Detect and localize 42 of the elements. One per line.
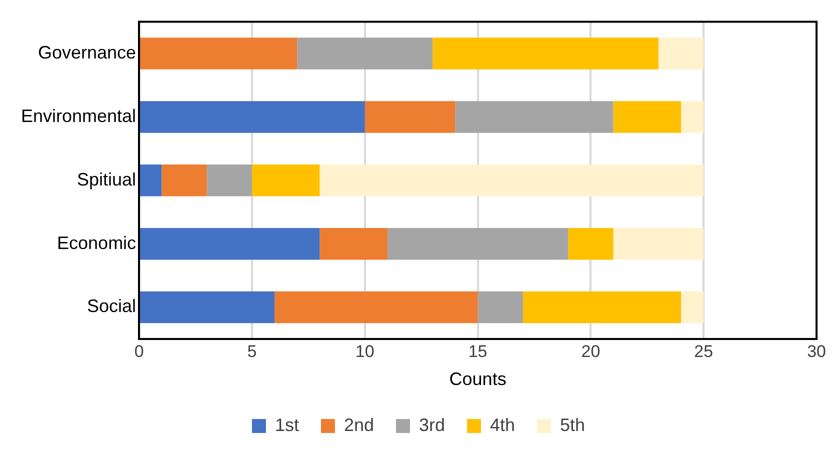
legend-label: 4th xyxy=(490,414,516,435)
x-tick-label: 15 xyxy=(468,342,488,361)
y-tick-label: Environmental xyxy=(20,106,136,126)
legend-label: 2nd xyxy=(344,414,374,435)
x-tick-label: 30 xyxy=(807,342,826,361)
x-tick-label: 0 xyxy=(134,342,144,361)
y-tick-label: Social xyxy=(87,296,136,316)
bar xyxy=(140,38,298,70)
bar xyxy=(364,101,456,133)
bar xyxy=(274,291,478,324)
bar xyxy=(320,228,388,260)
y-tick-label: Economic xyxy=(57,232,136,253)
x-tick-label: 20 xyxy=(581,342,600,361)
bar xyxy=(162,164,207,196)
bar xyxy=(478,291,523,324)
bar xyxy=(658,38,704,70)
bar xyxy=(522,291,682,324)
bar xyxy=(613,228,704,260)
legend-label: 5th xyxy=(560,414,586,435)
bar xyxy=(140,291,275,324)
bar xyxy=(140,228,320,260)
y-tick-label: Spitiual xyxy=(77,169,136,190)
x-tick-label: 5 xyxy=(247,342,257,361)
bar xyxy=(206,164,252,196)
legend-label: 3rd xyxy=(418,414,446,435)
bar xyxy=(252,164,320,196)
bar xyxy=(613,101,682,133)
bar xyxy=(140,164,162,196)
bar xyxy=(681,101,704,133)
x-axis-title: Counts xyxy=(449,369,506,390)
bar xyxy=(432,38,658,70)
bar xyxy=(455,101,614,133)
bar xyxy=(568,228,614,260)
y-tick-label: Governance xyxy=(38,42,136,62)
x-tick-label: 10 xyxy=(355,342,374,361)
bar xyxy=(320,164,704,196)
bar xyxy=(681,291,704,324)
x-tick-label: 25 xyxy=(694,342,714,361)
bar xyxy=(140,101,365,133)
bar xyxy=(387,228,568,260)
legend-label: 1st xyxy=(274,414,299,435)
bar xyxy=(297,38,433,70)
